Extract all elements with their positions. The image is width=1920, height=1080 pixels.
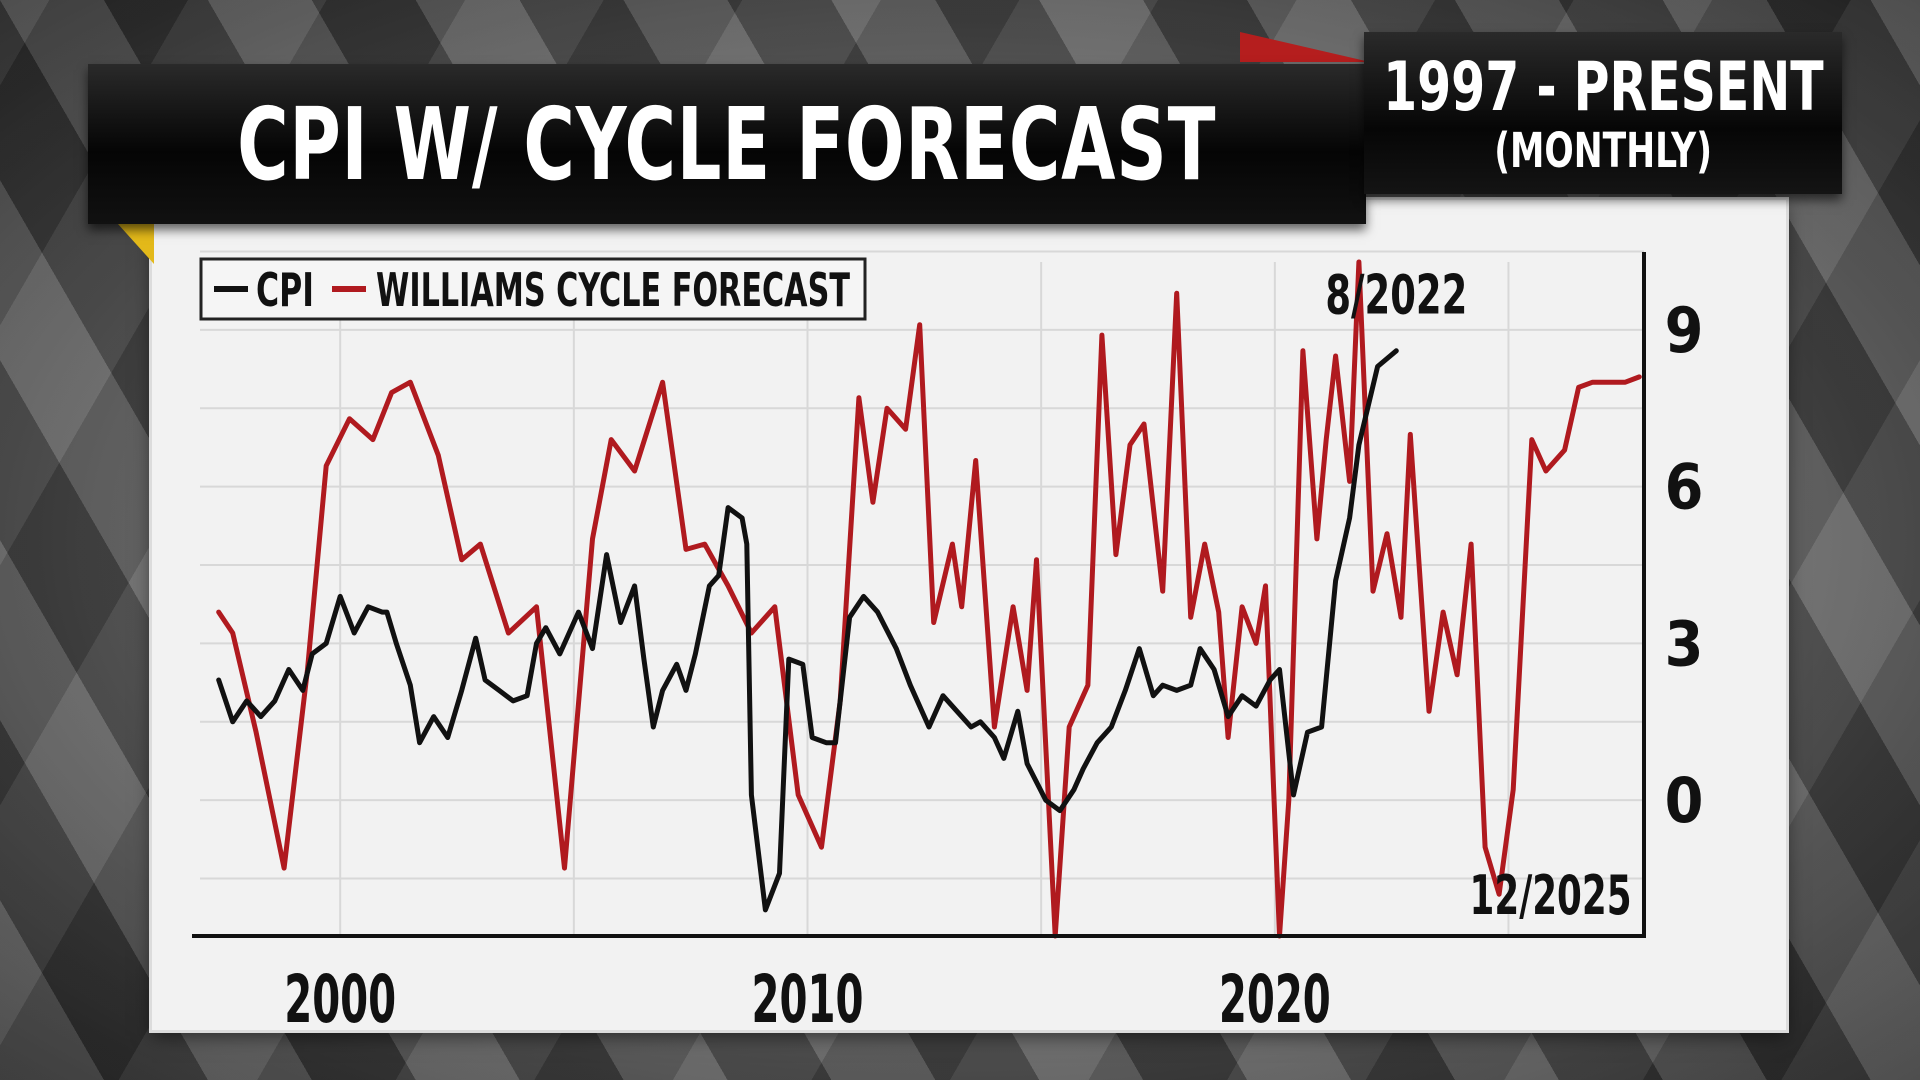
date-accent-tab xyxy=(1240,32,1370,62)
y-tick-label: 6 xyxy=(1665,451,1704,524)
x-tick-label: 2020 xyxy=(1219,961,1331,1030)
date-range-label: 1997 - PRESENT xyxy=(1382,48,1824,127)
y-tick-label: 9 xyxy=(1665,294,1704,367)
y-tick-label: 3 xyxy=(1665,607,1704,680)
y-tick-label: 0 xyxy=(1665,764,1704,837)
legend: CPI WILLIAMS CYCLE FORECAST xyxy=(199,257,867,321)
chart-title: CPI W/ CYCLE FORECAST xyxy=(237,85,1217,203)
x-ticks: 2000 2010 2020 xyxy=(284,961,1331,1030)
title-banner: CPI W/ CYCLE FORECAST xyxy=(88,64,1366,224)
chart-panel: 2000 2010 2020 9 6 3 0 CPI WILLIAMS CYCLE FOR… xyxy=(152,200,1786,1030)
legend-label-cpi: CPI xyxy=(256,263,314,317)
series-line-forecast xyxy=(216,259,1642,939)
chart: 2000 2010 2020 9 6 3 0 CPI WILLIAMS CYCLE FOR… xyxy=(192,250,1704,1030)
legend-box xyxy=(199,257,867,321)
x-tick-label: 2000 xyxy=(284,961,396,1030)
title-accent-corner xyxy=(118,224,154,264)
x-tick-label: 2010 xyxy=(752,961,864,1030)
date-range-box: 1997 - PRESENT (MONTHLY) xyxy=(1364,32,1842,194)
frequency-label: (MONTHLY) xyxy=(1494,123,1712,179)
series-line-cpi xyxy=(216,348,1399,913)
y-ticks: 9 6 3 0 xyxy=(1665,294,1704,837)
annotation-peak-date: 8/2022 xyxy=(1325,263,1467,326)
annotation-forecast-date: 12/2025 xyxy=(1470,864,1632,927)
legend-label-forecast: WILLIAMS CYCLE FORECAST xyxy=(376,263,851,317)
